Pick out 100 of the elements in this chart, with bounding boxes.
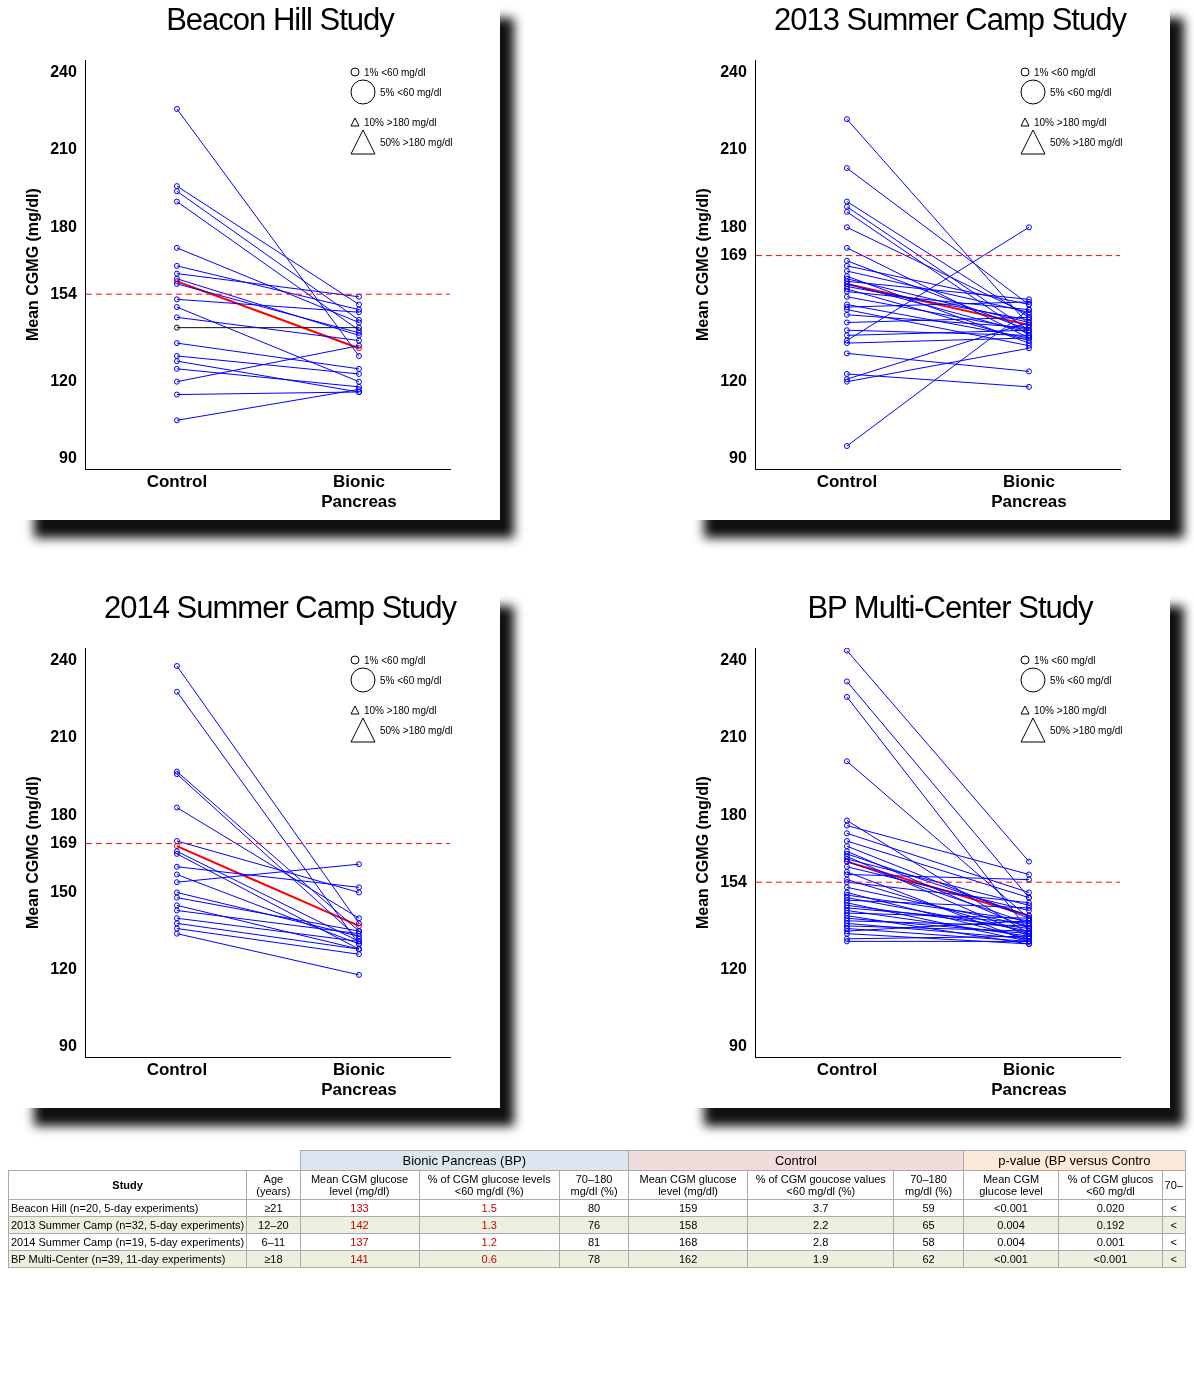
category-label: % of CGM glucose levels <60 mg/dl (%)	[419, 1170, 560, 1200]
x-tick-label: Bionic Pancreas	[321, 1060, 397, 1100]
text: 137	[350, 1236, 369, 1248]
text: 1.2	[481, 1236, 497, 1248]
text: 76	[587, 1219, 601, 1231]
chart-title: BP Multi-Center Study	[730, 590, 1170, 626]
y-tick-label: 120	[720, 960, 747, 978]
y-tick-label: 180	[50, 805, 77, 823]
annotation: 50% >180 mg/dl	[1050, 724, 1123, 736]
category-label: 70–180 mg/dl (%)	[893, 1170, 964, 1200]
text: 6–11	[261, 1236, 286, 1248]
text: 0.004	[997, 1219, 1025, 1231]
y-tick-label: 210	[720, 728, 747, 746]
category-label: Mean CGM glucose level (mg/dl)	[628, 1170, 748, 1200]
text: 133	[350, 1202, 369, 1214]
text: 1.3	[481, 1219, 497, 1231]
y-tick-label: 240	[50, 651, 77, 669]
text: <	[1170, 1219, 1178, 1231]
annotation: 50% >180 mg/dl	[380, 724, 453, 736]
y-axis-title: Mean CGMG (mg/dl)	[694, 776, 712, 930]
text: 1.9	[813, 1253, 829, 1265]
category-label: BP Multi-Center (n=39, 11-day experiments)	[11, 1253, 226, 1265]
y-axis-title: Mean CGMG (mg/dl)	[694, 188, 712, 342]
text: p-value (BP versus Contro	[963, 1150, 1186, 1171]
y-tick-label: 180	[50, 217, 77, 235]
text: ≥21	[264, 1202, 283, 1214]
y-tick-label: 120	[720, 372, 747, 390]
text: <0.001	[994, 1202, 1028, 1214]
text: 58	[922, 1236, 935, 1248]
text: 142	[350, 1219, 369, 1231]
annotation: 50% >180 mg/dl	[380, 136, 453, 148]
annotation: 1% <60 mg/dl	[1034, 66, 1096, 78]
text: 65	[922, 1219, 935, 1231]
text: <	[1170, 1202, 1178, 1214]
text: 0.001	[1096, 1236, 1125, 1248]
y-axis-title: Mean CGMG (mg/dl)	[24, 776, 42, 930]
text: 168	[678, 1236, 698, 1248]
y-tick-label: 210	[720, 140, 747, 158]
annotation: 5% <60 mg/dl	[1050, 674, 1112, 686]
y-tick-label: 120	[50, 960, 77, 978]
y-tick-label: 150	[50, 882, 77, 900]
text: <	[1170, 1236, 1178, 1248]
chart-title: Beacon Hill Study	[60, 2, 500, 38]
text: 62	[922, 1253, 935, 1265]
text: <	[1170, 1253, 1178, 1265]
chart-title: 2013 Summer Camp Study	[730, 2, 1170, 38]
y-tick-label: 169	[720, 246, 747, 263]
annotation: 50% >180 mg/dl	[1050, 136, 1123, 148]
annotation: 10% >180 mg/dl	[1034, 704, 1107, 716]
text: Study	[8, 1170, 247, 1200]
category-label: Mean CGM glucose level (mg/dl)	[300, 1170, 419, 1200]
x-tick-label: Bionic Pancreas	[991, 472, 1067, 512]
x-tick-label: Bionic Pancreas	[991, 1060, 1067, 1100]
text: Control	[628, 1150, 964, 1171]
y-tick-label: 169	[50, 834, 77, 851]
annotation: 5% <60 mg/dl	[380, 674, 442, 686]
x-tick-label: Control	[816, 1060, 878, 1080]
text: 0.020	[1096, 1202, 1125, 1214]
y-tick-label: 154	[720, 872, 747, 890]
y-tick-label: 90	[729, 449, 747, 467]
text: 2.8	[813, 1236, 829, 1248]
text: ≥18	[264, 1253, 283, 1265]
category-label: 70–180 mg/dl (%)	[559, 1170, 629, 1200]
x-tick-label: Control	[816, 472, 878, 492]
text: 2.2	[813, 1219, 829, 1231]
text: 78	[587, 1253, 601, 1265]
y-tick-label: 180	[720, 805, 747, 823]
annotation: 1% <60 mg/dl	[1034, 654, 1096, 666]
annotation: 10% >180 mg/dl	[1034, 116, 1107, 128]
y-tick-label: 210	[50, 140, 77, 158]
x-tick-label: Control	[146, 1060, 208, 1080]
category-label: % of CGM glucos <60 mg/dl	[1058, 1170, 1163, 1200]
annotation: 1% <60 mg/dl	[364, 66, 426, 78]
text: 162	[678, 1253, 698, 1265]
annotation: 10% >180 mg/dl	[364, 116, 437, 128]
category-label: % of CGM goucose values <60 mg/dl (%)	[747, 1170, 894, 1200]
category-label: 2014 Summer Camp (n=19, 5-day experiments)	[11, 1236, 245, 1248]
y-axis-title: Mean CGMG (mg/dl)	[24, 188, 42, 342]
y-tick-label: 240	[720, 63, 747, 81]
text: 81	[587, 1236, 601, 1248]
y-tick-label: 90	[59, 449, 77, 467]
category-label: Age (years)	[246, 1170, 301, 1200]
y-tick-label: 90	[729, 1037, 747, 1055]
y-tick-label: 210	[50, 728, 77, 746]
annotation: 10% >180 mg/dl	[364, 704, 437, 716]
text: <0.001	[994, 1253, 1028, 1265]
category-label: 2013 Summer Camp (n=32, 5-day experiments)	[11, 1219, 245, 1231]
category-label: 70–	[1162, 1170, 1186, 1200]
y-tick-label: 120	[50, 372, 77, 390]
text: 59	[922, 1202, 935, 1214]
annotation: 5% <60 mg/dl	[380, 86, 442, 98]
annotation: 5% <60 mg/dl	[1050, 86, 1112, 98]
x-tick-label: Control	[146, 472, 208, 492]
category-label: Mean CGM glucose level	[963, 1170, 1059, 1200]
y-tick-label: 180	[720, 217, 747, 235]
y-tick-label: 240	[720, 651, 747, 669]
text: 159	[678, 1202, 698, 1214]
text: 141	[350, 1253, 369, 1265]
y-tick-label: 240	[50, 63, 77, 81]
annotation: 1% <60 mg/dl	[364, 654, 426, 666]
